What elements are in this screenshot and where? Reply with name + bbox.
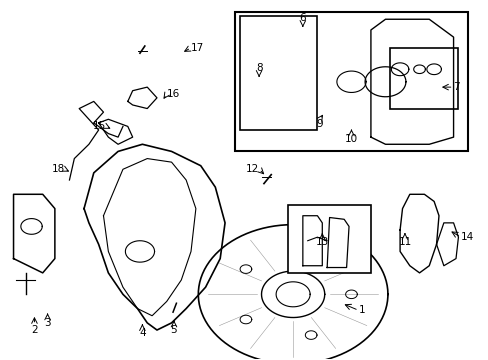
Text: 16: 16 — [166, 89, 180, 99]
Text: 12: 12 — [245, 164, 259, 174]
Bar — [239, 16, 317, 130]
Bar — [287, 205, 370, 273]
Text: 11: 11 — [398, 237, 411, 247]
Bar — [389, 48, 458, 109]
Text: 7: 7 — [453, 82, 459, 92]
Text: 17: 17 — [191, 43, 204, 53]
Text: 1: 1 — [358, 305, 365, 315]
Text: 13: 13 — [315, 237, 328, 247]
Text: 3: 3 — [44, 318, 51, 328]
Text: 14: 14 — [460, 232, 473, 242]
Text: 5: 5 — [170, 325, 177, 335]
Text: 8: 8 — [255, 63, 262, 73]
Text: 10: 10 — [344, 134, 357, 144]
Text: 4: 4 — [139, 328, 145, 338]
Text: 6: 6 — [299, 13, 305, 23]
Text: 18: 18 — [51, 164, 64, 174]
Text: 9: 9 — [316, 119, 323, 129]
Text: 2: 2 — [31, 325, 38, 335]
Bar — [234, 12, 467, 152]
Text: 15: 15 — [93, 121, 106, 131]
